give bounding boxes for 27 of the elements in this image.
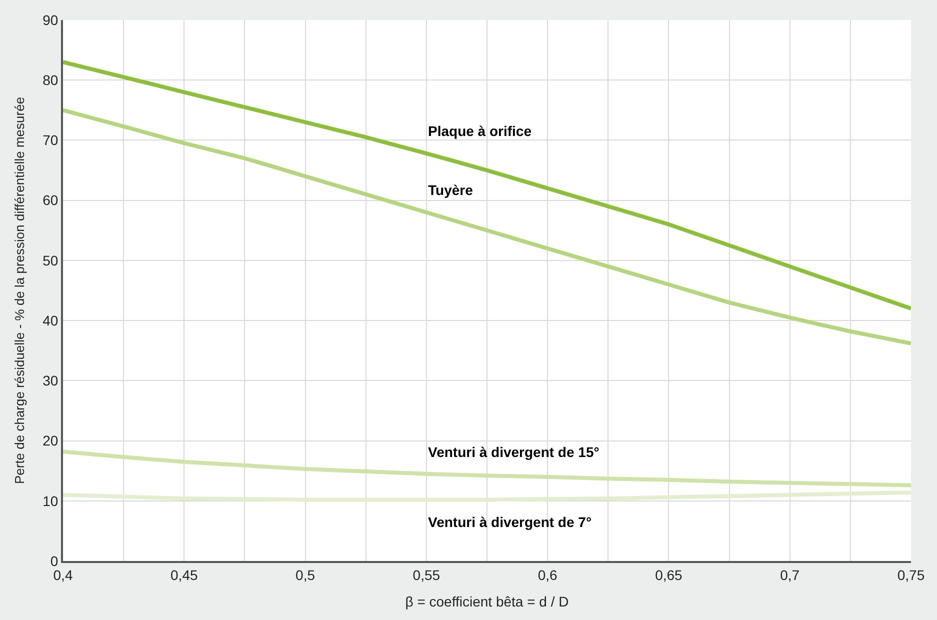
x-tick-label: 0,5 (296, 566, 316, 583)
x-tick-label: 0,65 (655, 566, 683, 583)
y-tick-label: 70 (42, 132, 58, 148)
series-label: Plaque à orifice (428, 123, 532, 139)
x-tick-label: 0,75 (897, 566, 925, 583)
x-axis-title: β = coefficient bêta = d / D (405, 594, 569, 610)
series-label: Tuyère (428, 182, 474, 198)
y-tick-label: 20 (42, 432, 58, 449)
y-tick-label: 50 (42, 252, 58, 268)
y-tick-label: 10 (42, 492, 58, 509)
y-tick-label: 0 (50, 552, 58, 569)
y-tick-label: 80 (42, 72, 58, 88)
x-tick-label: 0,4 (53, 566, 73, 583)
y-tick-label: 90 (42, 12, 58, 28)
y-axis-title: Perte de charge résiduelle - % de la pression différentielle mesurée (12, 96, 28, 484)
y-tick-label: 60 (42, 192, 58, 208)
y-tick-label: 40 (42, 312, 58, 328)
line-series (63, 490, 911, 502)
line-series (63, 60, 911, 311)
y-tick-label: 30 (42, 372, 58, 389)
series-label: Venturi à divergent de 7° (428, 514, 592, 530)
x-tick-label: 0,45 (170, 566, 198, 583)
series-label: Venturi à divergent de 15° (428, 444, 600, 460)
x-tick-label: 0,6 (538, 566, 558, 583)
x-tick-label: 0,7 (780, 566, 800, 583)
line-series (63, 108, 911, 346)
x-tick-label: 0,55 (412, 566, 440, 583)
